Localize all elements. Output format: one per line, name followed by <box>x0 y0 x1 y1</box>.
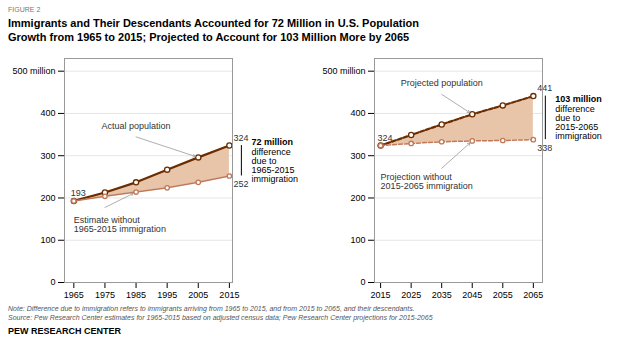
html-text:Immigrants and Their Descendan: Immigrants and Their Descendants Account… <box>8 17 419 43</box>
svg-text:300: 300 <box>40 151 55 161</box>
svg-text:differencedue to2015-2065immig: differencedue to2015-2065immigration <box>555 104 602 141</box>
svg-text:2045: 2045 <box>462 290 482 300</box>
svg-text:2055: 2055 <box>493 290 513 300</box>
svg-text:300: 300 <box>350 151 365 161</box>
svg-text:Projection without2015-2065 im: Projection without2015-2065 immigration <box>381 172 473 191</box>
svg-text:2005: 2005 <box>188 290 208 300</box>
svg-text:Estimate without1965-2015 immi: Estimate without1965-2015 immigration <box>74 215 166 234</box>
html-text:FIGURE 2: FIGURE 2 <box>8 6 41 13</box>
svg-text:2025: 2025 <box>401 290 421 300</box>
svg-text:193: 193 <box>71 188 86 198</box>
svg-text:1985: 1985 <box>126 290 146 300</box>
svg-text:2015: 2015 <box>219 290 239 300</box>
svg-text:1965: 1965 <box>64 290 84 300</box>
svg-text:1995: 1995 <box>157 290 177 300</box>
svg-text:0: 0 <box>50 277 55 287</box>
svg-text:441: 441 <box>537 83 552 93</box>
svg-text:Actual population: Actual population <box>102 121 171 131</box>
svg-text:100: 100 <box>40 235 55 245</box>
svg-text:2015: 2015 <box>371 290 391 300</box>
svg-text:1975: 1975 <box>95 290 115 300</box>
svg-text:100: 100 <box>350 235 365 245</box>
html-text:Note: Difference due to immigr: Note: Difference due to immigration refe… <box>8 305 415 312</box>
html-text:Source: Pew Research Center es: Source: Pew Research Center estimates fo… <box>8 314 433 321</box>
svg-text:400: 400 <box>40 108 55 118</box>
svg-text:324: 324 <box>233 133 248 143</box>
svg-text:400: 400 <box>350 108 365 118</box>
svg-text:2035: 2035 <box>432 290 452 300</box>
svg-text:Projected population: Projected population <box>401 78 483 88</box>
svg-text:500 million: 500 million <box>322 66 365 76</box>
svg-text:103 million: 103 million <box>555 94 602 104</box>
svg-text:2065: 2065 <box>523 290 543 300</box>
svg-text:72 million: 72 million <box>251 137 293 147</box>
svg-text:324: 324 <box>378 133 393 143</box>
html-text:PEW RESEARCH CENTER: PEW RESEARCH CENTER <box>8 326 121 336</box>
svg-text:200: 200 <box>350 193 365 203</box>
svg-text:differencedue to1965-2015immig: differencedue to1965-2015immigration <box>251 147 298 184</box>
svg-text:500 million: 500 million <box>12 66 55 76</box>
svg-text:0: 0 <box>360 277 365 287</box>
svg-text:200: 200 <box>40 193 55 203</box>
svg-text:338: 338 <box>537 143 552 153</box>
svg-text:252: 252 <box>233 179 248 189</box>
